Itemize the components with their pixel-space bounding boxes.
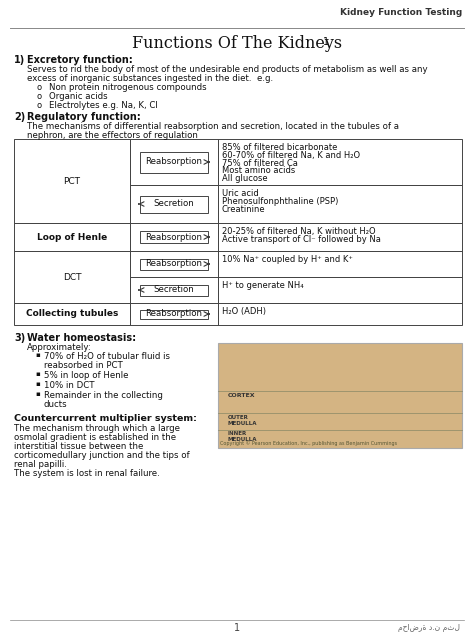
Text: 1): 1) [14, 55, 25, 65]
Text: 10% Na⁺ coupled by H⁺ and K⁺: 10% Na⁺ coupled by H⁺ and K⁺ [222, 255, 353, 264]
Text: Kidney Function Testing: Kidney Function Testing [340, 8, 462, 17]
Text: Reabsorption: Reabsorption [146, 260, 202, 269]
Text: Creatinine: Creatinine [222, 205, 265, 214]
Bar [218, 185, 462, 223]
Text: Approximately:: Approximately: [27, 343, 92, 352]
Bar [139, 284, 209, 296]
Bar [218, 139, 462, 185]
Bar [218, 277, 462, 303]
Text: Remainder in the collecting: Remainder in the collecting [44, 391, 163, 400]
Bar [139, 231, 209, 243]
Bar [218, 223, 462, 251]
Text: osmolal gradient is established in the: osmolal gradient is established in the [14, 433, 176, 442]
Bar [139, 258, 209, 269]
Bar [139, 195, 209, 212]
Text: Non protein nitrogenous compounds: Non protein nitrogenous compounds [49, 83, 207, 92]
Text: 20-25% of filtered Na, K without H₂O: 20-25% of filtered Na, K without H₂O [222, 227, 375, 236]
Text: Copyright © Pearson Education, Inc., publishing as Benjamin Cummings: Copyright © Pearson Education, Inc., pub… [220, 441, 397, 446]
Text: reabsorbed in PCT: reabsorbed in PCT [44, 361, 123, 370]
Text: The mechanism through which a large: The mechanism through which a large [14, 424, 180, 433]
Text: Reabsorption: Reabsorption [146, 233, 202, 241]
Text: excess of inorganic substances ingested in the diet.  e.g.: excess of inorganic substances ingested … [27, 74, 273, 83]
Text: DCT: DCT [63, 272, 81, 281]
Text: 10% in DCT: 10% in DCT [44, 381, 94, 390]
Text: The system is lost in renal failure.: The system is lost in renal failure. [14, 469, 160, 478]
Text: H⁺ to generate NH₄: H⁺ to generate NH₄ [222, 281, 304, 290]
Text: Most amino acids: Most amino acids [222, 166, 295, 176]
Text: CORTEX: CORTEX [228, 393, 255, 398]
Text: ▪: ▪ [35, 381, 40, 387]
Text: Reabsorption: Reabsorption [146, 157, 202, 166]
Text: Active transport of Cl⁻ followed by Na: Active transport of Cl⁻ followed by Na [222, 235, 381, 244]
Text: Uric acid: Uric acid [222, 189, 259, 198]
Bar [139, 152, 209, 173]
Text: INNER
MEDULLA: INNER MEDULLA [228, 431, 257, 442]
Bar [14, 223, 130, 251]
Text: corticomedullary junction and the tips of: corticomedullary junction and the tips o… [14, 451, 190, 460]
Text: محاضرة د.ن مثل: محاضرة د.ن مثل [398, 623, 460, 632]
Text: The mechanisms of differential reabsorption and secretion, located in the tubule: The mechanisms of differential reabsorpt… [27, 122, 399, 131]
Text: ▪: ▪ [35, 371, 40, 377]
Bar [130, 185, 218, 223]
Text: Serves to rid the body of most of the undesirable end products of metabolism as : Serves to rid the body of most of the un… [27, 65, 428, 74]
Text: ▪: ▪ [35, 391, 40, 397]
Text: 85% of filtered bicarbonate: 85% of filtered bicarbonate [222, 143, 337, 152]
Bar [139, 310, 209, 319]
Bar [130, 251, 218, 277]
Text: Phenosulfonphthaline (PSP): Phenosulfonphthaline (PSP) [222, 197, 338, 206]
Text: 75% of filtered Ca: 75% of filtered Ca [222, 159, 298, 167]
Text: 60-70% of filtered Na, K and H₂O: 60-70% of filtered Na, K and H₂O [222, 151, 360, 160]
Text: 1: 1 [234, 623, 240, 632]
Text: Excretory function:: Excretory function: [27, 55, 133, 65]
Text: Electrolytes e.g. Na, K, Cl: Electrolytes e.g. Na, K, Cl [49, 101, 158, 110]
Text: 2): 2) [14, 112, 25, 122]
Bar [218, 303, 462, 325]
Text: Secretion: Secretion [154, 286, 194, 295]
Text: All glucose: All glucose [222, 174, 268, 183]
Text: 3): 3) [14, 333, 25, 343]
Text: Loop of Henle: Loop of Henle [37, 233, 107, 241]
Bar [218, 251, 462, 277]
Text: nephron, are the effectors of regulation: nephron, are the effectors of regulation [27, 131, 198, 140]
Bar [14, 251, 130, 303]
Text: Reabsorption: Reabsorption [146, 310, 202, 319]
Text: 5% in loop of Henle: 5% in loop of Henle [44, 371, 128, 380]
Text: o: o [37, 101, 42, 110]
Bar [218, 343, 462, 448]
Text: PCT: PCT [64, 176, 81, 186]
Text: Secretion: Secretion [154, 200, 194, 209]
Bar [130, 303, 218, 325]
Text: o: o [37, 83, 42, 92]
Bar [130, 139, 218, 185]
Bar [14, 139, 130, 223]
Text: ▪: ▪ [35, 352, 40, 358]
Text: o: o [37, 92, 42, 101]
Text: Water homeostasis:: Water homeostasis: [27, 333, 136, 343]
Text: Regulatory function:: Regulatory function: [27, 112, 141, 122]
Text: 1: 1 [323, 37, 329, 47]
Text: Organic acids: Organic acids [49, 92, 108, 101]
Text: Functions Of The Kidneys: Functions Of The Kidneys [132, 35, 342, 52]
Bar [130, 277, 218, 303]
Text: 70% of H₂O of tubular fluid is: 70% of H₂O of tubular fluid is [44, 352, 170, 361]
Text: OUTER
MEDULLA: OUTER MEDULLA [228, 415, 257, 426]
Text: H₂O (ADH): H₂O (ADH) [222, 307, 266, 316]
Bar [130, 223, 218, 251]
Text: renal papilli.: renal papilli. [14, 460, 67, 469]
Text: Countercurrent multiplier system:: Countercurrent multiplier system: [14, 414, 197, 423]
Text: Collecting tubules: Collecting tubules [26, 310, 118, 319]
Bar [14, 303, 130, 325]
Text: interstitial tissue between the: interstitial tissue between the [14, 442, 143, 451]
Text: ducts: ducts [44, 400, 68, 409]
